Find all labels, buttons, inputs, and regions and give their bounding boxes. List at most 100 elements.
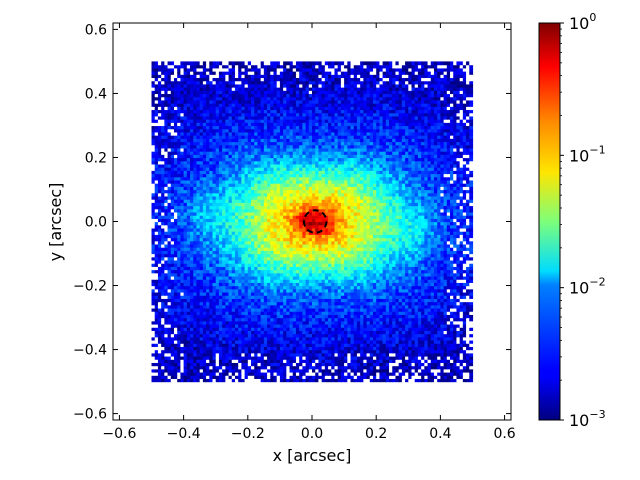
heatmap-cell bbox=[186, 285, 191, 290]
heatmap-cell bbox=[151, 378, 156, 383]
heatmap-cell bbox=[222, 224, 226, 229]
heatmap-cell bbox=[344, 301, 348, 306]
heatmap-cell bbox=[379, 240, 384, 245]
heatmap-cell bbox=[318, 250, 323, 255]
heatmap-cell bbox=[398, 371, 403, 376]
heatmap-cell bbox=[161, 333, 165, 338]
heatmap-cell bbox=[321, 256, 326, 261]
heatmap-cell bbox=[340, 256, 345, 261]
heatmap-cell bbox=[238, 355, 242, 360]
heatmap-cell bbox=[183, 247, 188, 251]
heatmap-cell bbox=[279, 272, 284, 277]
heatmap-cell bbox=[270, 317, 275, 322]
heatmap-cell bbox=[369, 304, 374, 309]
heatmap-cell bbox=[312, 355, 316, 360]
heatmap-cell bbox=[337, 221, 342, 226]
heatmap-cell bbox=[328, 343, 332, 347]
heatmap-cell bbox=[424, 256, 429, 261]
heatmap-cell bbox=[238, 221, 242, 226]
heatmap-cell bbox=[450, 333, 454, 338]
heatmap-cell bbox=[209, 362, 214, 367]
heatmap-cell bbox=[161, 375, 165, 379]
heatmap-cell bbox=[186, 234, 191, 239]
heatmap-cell bbox=[186, 253, 191, 258]
heatmap-cell bbox=[164, 227, 169, 232]
heatmap-cell bbox=[321, 320, 326, 325]
heatmap-cell bbox=[183, 320, 188, 325]
heatmap-cell bbox=[433, 295, 438, 299]
heatmap-cell bbox=[251, 375, 255, 379]
heatmap-cell bbox=[270, 339, 275, 344]
heatmap-cell bbox=[469, 346, 474, 351]
heatmap-cell bbox=[254, 282, 259, 287]
heatmap-cell bbox=[405, 231, 409, 235]
heatmap-cell bbox=[414, 234, 419, 239]
heatmap-cell bbox=[218, 259, 223, 264]
heatmap-cell bbox=[417, 359, 422, 363]
heatmap-cell bbox=[286, 227, 291, 232]
heatmap-cell bbox=[267, 237, 271, 242]
heatmap-cell bbox=[340, 339, 345, 344]
heatmap-cell bbox=[318, 224, 323, 229]
heatmap-cell bbox=[206, 304, 210, 309]
heatmap-cell bbox=[440, 371, 445, 376]
heatmap-cell bbox=[369, 320, 374, 325]
heatmap-cell bbox=[289, 349, 294, 354]
heatmap-cell bbox=[251, 237, 255, 242]
heatmap-cell bbox=[408, 317, 413, 322]
heatmap-cell bbox=[222, 304, 226, 309]
heatmap-cell bbox=[260, 320, 265, 325]
heatmap-cell bbox=[360, 295, 364, 299]
heatmap-cell bbox=[177, 301, 181, 306]
heatmap-cell bbox=[469, 288, 474, 293]
heatmap-cell bbox=[308, 314, 313, 319]
heatmap-cell bbox=[164, 368, 169, 373]
heatmap-cell bbox=[446, 275, 451, 280]
heatmap-cell bbox=[421, 368, 425, 373]
heatmap-cell bbox=[321, 227, 326, 232]
heatmap-cell bbox=[215, 323, 220, 328]
heatmap-cell bbox=[417, 365, 422, 370]
heatmap-cell bbox=[462, 247, 467, 251]
heatmap-cell bbox=[173, 275, 178, 280]
heatmap-cell bbox=[459, 253, 464, 258]
heatmap-cell bbox=[347, 339, 352, 344]
heatmap-cell bbox=[427, 234, 432, 239]
heatmap-cell bbox=[295, 269, 300, 274]
heatmap-cell bbox=[209, 317, 214, 322]
heatmap-cell bbox=[209, 336, 214, 341]
heatmap-cell bbox=[177, 311, 181, 315]
heatmap-cell bbox=[382, 272, 387, 277]
heatmap-cell bbox=[231, 298, 236, 303]
heatmap-cell bbox=[414, 327, 419, 331]
heatmap-cell bbox=[331, 327, 336, 331]
heatmap-cell bbox=[225, 295, 230, 299]
heatmap-cell bbox=[167, 288, 172, 293]
heatmap-cell bbox=[267, 349, 271, 354]
heatmap-cell bbox=[270, 307, 275, 312]
heatmap-cell bbox=[305, 221, 310, 226]
heatmap-cell bbox=[459, 314, 464, 319]
heatmap-cell bbox=[433, 263, 438, 267]
heatmap-cell bbox=[199, 339, 204, 344]
heatmap-cell bbox=[228, 272, 233, 277]
heatmap-cell bbox=[440, 314, 445, 319]
heatmap-cell bbox=[350, 333, 355, 338]
heatmap-cell bbox=[170, 339, 175, 344]
heatmap-cell bbox=[228, 375, 233, 379]
heatmap-cell bbox=[154, 263, 159, 267]
heatmap-cell bbox=[401, 253, 406, 258]
heatmap-cell bbox=[363, 221, 368, 226]
heatmap-cell bbox=[340, 336, 345, 341]
heatmap-cell bbox=[385, 253, 390, 258]
heatmap-cell bbox=[334, 272, 339, 277]
heatmap-cell bbox=[466, 253, 470, 258]
heatmap-cell bbox=[334, 234, 339, 239]
heatmap-cell bbox=[202, 327, 207, 331]
heatmap-cell bbox=[289, 330, 294, 335]
heatmap-cell bbox=[190, 263, 194, 267]
heatmap-cell bbox=[443, 266, 448, 271]
heatmap-cell bbox=[279, 285, 284, 290]
heatmap-cell bbox=[382, 253, 387, 258]
heatmap-cell bbox=[385, 343, 390, 347]
